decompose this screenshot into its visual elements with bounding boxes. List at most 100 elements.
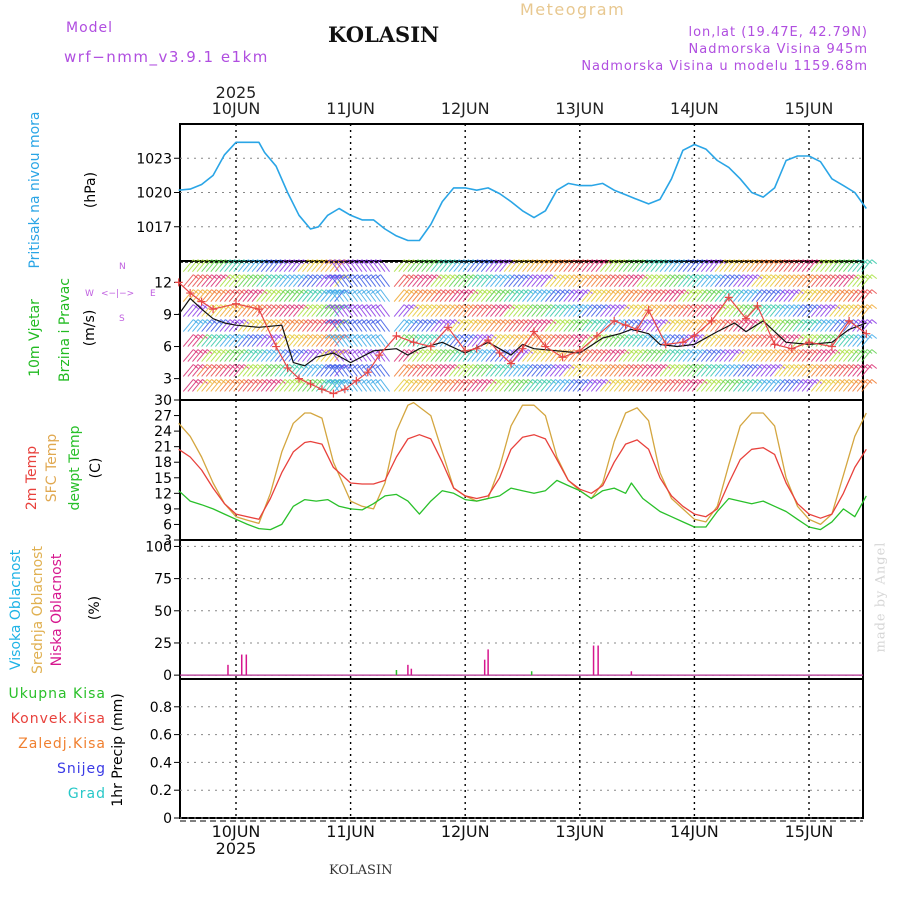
wind-barb [476,334,488,347]
wind-barb [311,259,323,273]
wind-barb-flag [324,379,331,384]
wind-barb [742,379,753,392]
wind-gust-marker [254,305,263,314]
wind-barb [778,319,790,332]
wind-barb [430,259,442,273]
wind-barb [728,274,740,287]
wind-barb [526,364,538,377]
wind-barb-flag [375,274,381,280]
wind-barb-flag [361,319,368,324]
wind-barb [778,304,790,317]
wind-barb [380,379,390,392]
wind-barb [508,274,520,287]
wind-barb [306,289,318,302]
model-label: Model [66,20,114,36]
wind-barb [311,274,323,287]
wind-barb [490,319,501,332]
wind-barb [641,379,653,392]
wind-barb [609,319,620,332]
wind-barb [842,289,854,302]
wind-barb [549,319,561,332]
wind-barb [196,364,208,377]
wind-barb [641,349,653,362]
wind-barb [815,274,827,287]
wind-barb [242,274,254,287]
wind-barb [549,274,561,287]
wind-barb [471,289,483,302]
wind-barb [554,274,565,287]
wind-barb [380,364,390,377]
wind-barb [393,349,405,362]
wind-barb [728,379,740,392]
wind-barb [545,319,556,332]
wind-barb [302,304,313,317]
wind-barb [705,349,717,362]
wind-barb [700,274,712,287]
wind-barb [196,349,208,362]
wind-barb [604,334,616,347]
wind-barb [214,334,226,347]
wind-barb [311,364,323,377]
wind-barb-flag [329,289,336,295]
wind-barb [490,349,501,362]
wind-barb [242,364,254,377]
wind-barb [435,334,446,347]
wind-barb [265,274,277,287]
wind-barb-flag [329,334,336,339]
wind-barb [407,304,419,317]
wind-barb-flag [352,304,358,309]
wind-barb [613,289,625,302]
wind-barb [787,364,799,377]
wind-barb [242,334,254,347]
wind-barb [742,364,753,377]
wind-barb [746,379,758,392]
wind-barb [737,304,749,317]
wind-barb [485,364,497,377]
wind-barb [462,274,474,287]
wind-barb [852,334,863,347]
wind-barb-flag [366,364,372,369]
wind-barb [430,274,442,287]
wind-barb [494,289,506,302]
wind-barb [586,319,598,332]
wind-barb [531,379,543,392]
wind-barb [522,274,533,287]
wind-barb [691,274,703,287]
wind-barb [233,349,245,362]
wind-barb [421,379,433,392]
wind-barb-flag [871,289,878,295]
wind-barb [517,364,529,377]
wind-barb [792,304,804,317]
wind-barb [274,349,286,362]
wind-barb [751,304,763,317]
wind-gust-marker [724,293,733,302]
wind-barb [224,274,235,287]
wind-barb [512,289,524,302]
wind-barb [609,364,620,377]
wind-barb [297,304,309,317]
wind-barb [682,274,694,287]
wind-barb [503,334,515,347]
wind-barb [480,349,492,362]
wind-barb [732,334,744,347]
wind-barb [260,274,272,287]
wind-barb [829,349,841,362]
wind-barb [728,304,740,317]
wind-barb [187,364,199,377]
chart-frame [179,123,864,819]
wind-barb [210,304,222,317]
wind-barb [705,289,717,302]
wind-barb [755,274,767,287]
wind-barb [412,364,423,377]
wind-barb [554,289,565,302]
wind-barb-flag [356,274,363,280]
wind-barb [485,319,497,332]
wind-barb [705,274,717,287]
wind-barb [682,319,694,332]
wind-barb [292,334,304,347]
wind-barb [751,364,763,377]
wind-barb [205,319,217,332]
wind-gust-marker [558,353,567,362]
wind-barb [563,364,575,377]
wind-barb [545,274,556,287]
